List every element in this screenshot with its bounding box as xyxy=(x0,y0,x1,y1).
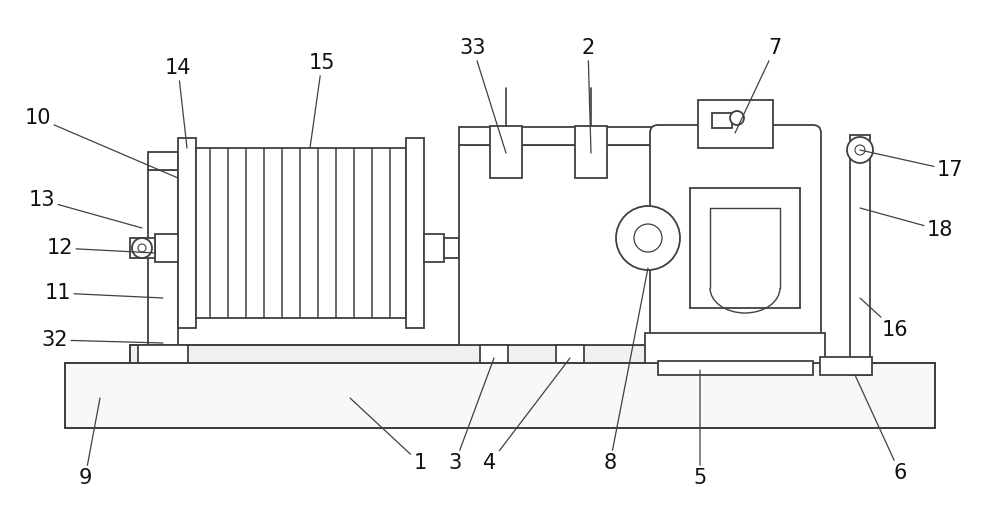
Bar xyxy=(65,363,935,428)
Circle shape xyxy=(138,244,146,252)
Bar xyxy=(658,361,813,375)
Text: 8: 8 xyxy=(603,268,648,473)
Circle shape xyxy=(730,111,744,125)
Bar xyxy=(130,238,155,258)
Circle shape xyxy=(616,206,680,270)
Text: 2: 2 xyxy=(581,38,595,153)
Bar xyxy=(138,345,188,363)
Bar xyxy=(480,345,508,363)
Bar xyxy=(556,345,584,363)
Text: 18: 18 xyxy=(860,208,953,240)
Text: 3: 3 xyxy=(448,358,494,473)
Text: 33: 33 xyxy=(460,38,506,153)
Text: 12: 12 xyxy=(47,238,155,258)
Bar xyxy=(575,126,607,178)
Bar xyxy=(820,357,872,375)
Bar xyxy=(645,333,825,363)
Text: 11: 11 xyxy=(45,283,163,303)
Text: 4: 4 xyxy=(483,358,570,473)
Circle shape xyxy=(132,238,152,258)
Text: 32: 32 xyxy=(42,330,163,350)
Bar xyxy=(444,238,459,258)
Text: 5: 5 xyxy=(693,370,707,488)
Text: 13: 13 xyxy=(29,190,142,228)
Text: 9: 9 xyxy=(78,398,100,488)
Bar xyxy=(712,113,732,128)
Bar xyxy=(65,363,935,428)
Text: 16: 16 xyxy=(860,298,908,340)
Bar xyxy=(850,135,870,375)
Bar xyxy=(490,126,522,178)
Bar xyxy=(459,145,654,345)
Bar xyxy=(196,148,406,318)
Bar xyxy=(698,100,773,148)
Text: 6: 6 xyxy=(855,375,907,483)
Circle shape xyxy=(847,137,873,163)
Bar xyxy=(459,127,654,145)
Text: 17: 17 xyxy=(860,150,963,180)
FancyBboxPatch shape xyxy=(650,125,821,341)
Text: 10: 10 xyxy=(25,108,178,178)
Bar xyxy=(155,234,178,262)
Bar xyxy=(130,345,800,363)
Circle shape xyxy=(855,145,865,155)
Text: 7: 7 xyxy=(735,38,782,133)
Bar xyxy=(424,234,444,262)
Circle shape xyxy=(634,224,662,252)
Bar xyxy=(406,138,424,328)
Text: 14: 14 xyxy=(165,58,191,148)
Bar xyxy=(178,138,196,328)
Text: 15: 15 xyxy=(309,53,335,148)
Text: 1: 1 xyxy=(350,398,427,473)
Bar xyxy=(148,170,178,345)
Bar xyxy=(148,152,178,170)
